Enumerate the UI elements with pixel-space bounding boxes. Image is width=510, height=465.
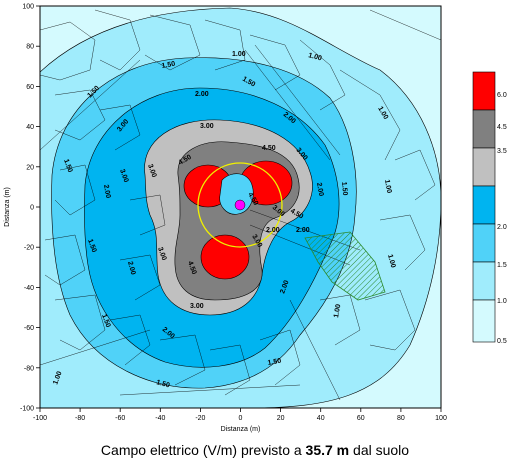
x-tick-label: 40 bbox=[317, 415, 325, 422]
x-tick-label: -60 bbox=[115, 415, 125, 422]
legend-label: 3.5 bbox=[497, 148, 507, 155]
contour-label: 3.00 bbox=[146, 163, 157, 178]
legend-label: 1.5 bbox=[497, 262, 507, 269]
contour-label: 2.00 bbox=[279, 279, 290, 294]
x-tick-label: -80 bbox=[75, 415, 85, 422]
y-tick-label: 60 bbox=[26, 84, 34, 91]
x-tick-label: -100 bbox=[33, 415, 47, 422]
contour-label: 2.00 bbox=[126, 261, 136, 276]
legend-swatch bbox=[472, 147, 496, 187]
y-tick-label: 40 bbox=[26, 124, 34, 131]
contour-label: 3.00 bbox=[156, 246, 167, 261]
y-tick-label: -80 bbox=[24, 365, 34, 372]
contour-label: 2.00 bbox=[102, 184, 111, 199]
contour-label: 2.00 bbox=[195, 91, 209, 98]
x-axis: -100 -80 -60 -40 -20 0 20 40 60 80 100 D… bbox=[33, 408, 447, 433]
contour-label: 1.00 bbox=[383, 179, 392, 194]
legend-swatch bbox=[472, 261, 496, 301]
y-tick-label: 0 bbox=[30, 205, 34, 212]
contour-label: 1.50 bbox=[340, 182, 348, 196]
caption-suffix: dal suolo bbox=[349, 442, 410, 458]
map-caption: Campo elettrico (V/m) previsto a 35.7 m … bbox=[0, 442, 510, 458]
contour-label: 1.00 bbox=[333, 304, 342, 319]
contour-label: 1.50 bbox=[86, 238, 97, 253]
y-tick-label: -20 bbox=[24, 245, 34, 252]
caption-height: 35.7 m bbox=[305, 442, 350, 458]
legend-label: 1.0 bbox=[497, 298, 507, 305]
legend-label: 4.5 bbox=[497, 124, 507, 131]
y-tick-label: 100 bbox=[22, 4, 34, 11]
x-tick-label: 20 bbox=[277, 415, 285, 422]
field-map: 1.00 1.00 1.00 1.00 1.00 1.00 1.00 1.50 … bbox=[4, 4, 507, 434]
contour-label: 4.50 bbox=[262, 145, 276, 152]
contour-label: 1.50 bbox=[155, 379, 170, 389]
x-tick-label: 100 bbox=[435, 415, 447, 422]
y-tick-label: 20 bbox=[26, 164, 34, 171]
legend-swatch bbox=[472, 223, 496, 263]
x-tick-label: 60 bbox=[357, 415, 365, 422]
y-axis-title: Distanza (m) bbox=[4, 187, 11, 227]
legend-label: 6.0 bbox=[497, 92, 507, 99]
antenna-source-marker bbox=[234, 199, 246, 211]
contour-label: 3.00 bbox=[190, 303, 204, 310]
contour-label: 1.00 bbox=[52, 370, 63, 385]
color-legend: 6.0 4.5 3.5 2.0 1.5 1.0 0.5 bbox=[472, 71, 507, 345]
x-tick-label: -20 bbox=[195, 415, 205, 422]
hatched-building bbox=[304, 231, 386, 301]
contour-label: 3.00 bbox=[200, 123, 214, 130]
contour-label: 1.50 bbox=[161, 61, 176, 70]
x-tick-label: 80 bbox=[397, 415, 405, 422]
building-outlines bbox=[40, 9, 441, 401]
reference-circle bbox=[197, 162, 283, 248]
contour-label: 3.00 bbox=[118, 168, 129, 183]
contour-label: 1.50 bbox=[62, 158, 73, 173]
x-tick-label: 0 bbox=[239, 415, 243, 422]
y-axis: 100 80 60 40 20 0 -20 -40 -60 -80 -100 D… bbox=[4, 4, 40, 413]
legend-label: 2.0 bbox=[497, 224, 507, 231]
high-field-lobe bbox=[200, 234, 250, 280]
y-tick-label: 80 bbox=[26, 44, 34, 51]
legend-swatch bbox=[472, 299, 496, 343]
x-axis-title: Distanza (m) bbox=[221, 426, 261, 433]
contour-label: 1.00 bbox=[307, 52, 322, 62]
contour-label: 2.00 bbox=[315, 182, 324, 197]
contour-label: 1.00 bbox=[232, 51, 246, 58]
field-contours bbox=[40, 7, 441, 408]
contour-label: 1.50 bbox=[267, 358, 282, 367]
legend-swatch bbox=[472, 109, 496, 149]
legend-label: 0.5 bbox=[497, 338, 507, 345]
contour-label: 1.50 bbox=[100, 313, 111, 328]
legend-swatch bbox=[472, 185, 496, 225]
legend-swatch bbox=[472, 71, 496, 111]
x-tick-label: -40 bbox=[155, 415, 165, 422]
contour-label: 2.00 bbox=[266, 227, 280, 234]
contour-label: 2.00 bbox=[296, 227, 310, 234]
caption-prefix: Campo elettrico (V/m) previsto a bbox=[100, 442, 306, 458]
contour-label: 1.00 bbox=[386, 254, 396, 269]
y-tick-label: -100 bbox=[20, 406, 34, 413]
y-tick-label: -40 bbox=[24, 285, 34, 292]
y-tick-label: -60 bbox=[24, 325, 34, 332]
contour-label: 4.50 bbox=[186, 260, 197, 275]
